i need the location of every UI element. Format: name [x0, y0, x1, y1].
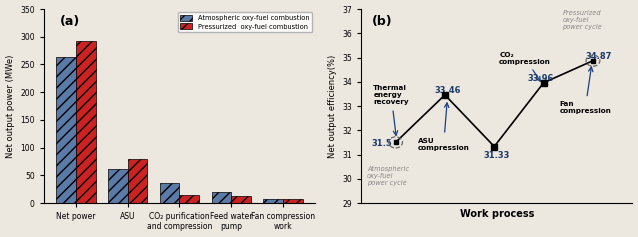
Text: 31.33: 31.33 [484, 151, 510, 160]
Bar [160, 182, 179, 203]
Legend: Atmospheric oxy-fuel combustion, Pressurized  oxy-fuel combustion: Atmospheric oxy-fuel combustion, Pressur… [177, 12, 312, 32]
Text: Pressurized
oxy-fuel
power cycle: Pressurized oxy-fuel power cycle [562, 10, 602, 30]
Text: Fan
compression: Fan compression [560, 67, 611, 114]
Y-axis label: Net output efficiency(%): Net output efficiency(%) [328, 55, 337, 158]
Bar [56, 57, 76, 203]
Text: 34.87: 34.87 [586, 52, 612, 61]
Bar [283, 199, 303, 203]
Text: 33.96: 33.96 [528, 74, 554, 83]
Text: (a): (a) [60, 15, 80, 28]
Text: (b): (b) [372, 15, 392, 28]
Bar [179, 195, 199, 203]
X-axis label: Work process: Work process [459, 209, 534, 219]
Bar [263, 199, 283, 203]
Text: 31.5: 31.5 [371, 139, 392, 148]
Text: 33.46: 33.46 [434, 86, 461, 95]
Bar [76, 41, 96, 203]
Bar [212, 192, 232, 203]
Bar [128, 159, 147, 203]
Y-axis label: Net output power (MWe): Net output power (MWe) [6, 54, 15, 158]
Bar [108, 169, 128, 203]
Text: Thermal
energy
recovery: Thermal energy recovery [373, 85, 409, 135]
Text: Atmospheric
oxy-fuel
power cycle: Atmospheric oxy-fuel power cycle [367, 165, 409, 186]
Text: ASU
compression: ASU compression [418, 103, 470, 150]
Text: CO₂
compression: CO₂ compression [499, 52, 551, 81]
Bar [232, 196, 251, 203]
